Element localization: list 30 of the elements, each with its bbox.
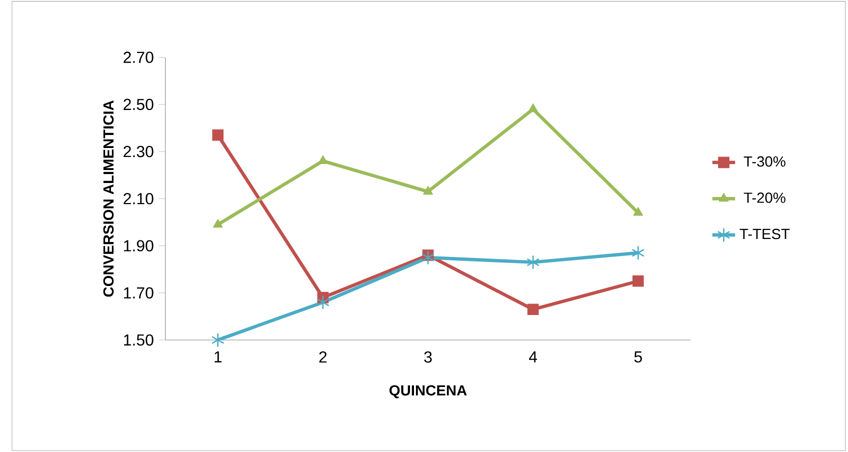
x-tick-label: 2 (319, 351, 327, 363)
point (212, 129, 224, 141)
point (632, 246, 645, 260)
point (316, 294, 330, 310)
point (527, 304, 539, 316)
x-tick-label: 1 (214, 351, 222, 362)
point (318, 155, 328, 164)
y-tick-label: 2.30 (124, 146, 154, 158)
x-tick-label: 4 (529, 351, 538, 362)
y-axis-title: CONVERSION ALIMENTICIA (103, 100, 114, 297)
x-axis-title: QUINCENA (390, 385, 467, 398)
point (423, 186, 433, 195)
point (633, 207, 644, 216)
y-tick-label: 1.90 (124, 240, 154, 252)
x-tick-label: 5 (634, 351, 642, 363)
point (211, 332, 224, 348)
point (526, 254, 540, 270)
x-tick-label: 3 (424, 351, 432, 363)
point (632, 275, 644, 287)
point (422, 250, 434, 265)
y-tick-label: 1.70 (124, 287, 154, 299)
y-tick-label: 2.50 (124, 98, 154, 110)
legend-label: T-30% (744, 156, 786, 167)
y-tick-label: 2.10 (124, 192, 154, 204)
legend-label: T-TEST (740, 228, 790, 240)
point (212, 218, 223, 228)
y-tick-label: 1.50 (124, 334, 154, 346)
point (528, 103, 538, 112)
legend-label: T-20% (744, 192, 786, 203)
y-tick-label: 2.70 (124, 52, 154, 63)
